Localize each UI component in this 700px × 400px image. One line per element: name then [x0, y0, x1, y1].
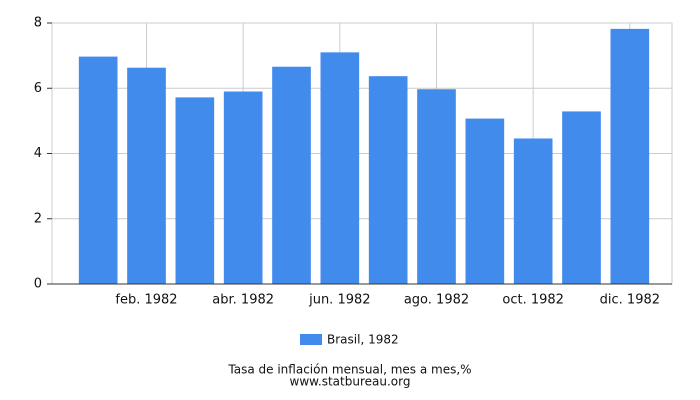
bar: [127, 67, 166, 284]
bar: [417, 89, 456, 284]
x-tick-label: jun. 1982: [308, 293, 370, 308]
bar: [223, 91, 263, 284]
x-tick-label: ago. 1982: [404, 293, 469, 308]
y-tick-label: 6: [34, 81, 42, 96]
x-tick-label: dic. 1982: [600, 293, 660, 308]
bar: [368, 76, 408, 285]
legend-swatch: [300, 334, 322, 345]
bar: [465, 118, 505, 284]
bar: [78, 56, 118, 285]
bar: [610, 28, 650, 285]
footer-title: Tasa de inflación mensual, mes a mes,%: [227, 363, 471, 377]
x-tick-label: feb. 1982: [115, 293, 177, 308]
bar: [320, 52, 360, 284]
x-tick-label: abr. 1982: [212, 293, 274, 308]
y-tick-label: 4: [34, 146, 42, 161]
bar: [175, 97, 215, 284]
bar: [562, 111, 601, 284]
bar: [513, 138, 553, 284]
y-tick-label: 2: [34, 211, 42, 226]
legend-label: Brasil, 1982: [327, 333, 399, 347]
y-tick-label: 0: [34, 277, 42, 292]
y-tick-label: 8: [34, 16, 42, 31]
footer-source: www.statbureau.org: [290, 375, 411, 389]
bar: [272, 66, 311, 284]
x-tick-label: oct. 1982: [502, 293, 564, 308]
